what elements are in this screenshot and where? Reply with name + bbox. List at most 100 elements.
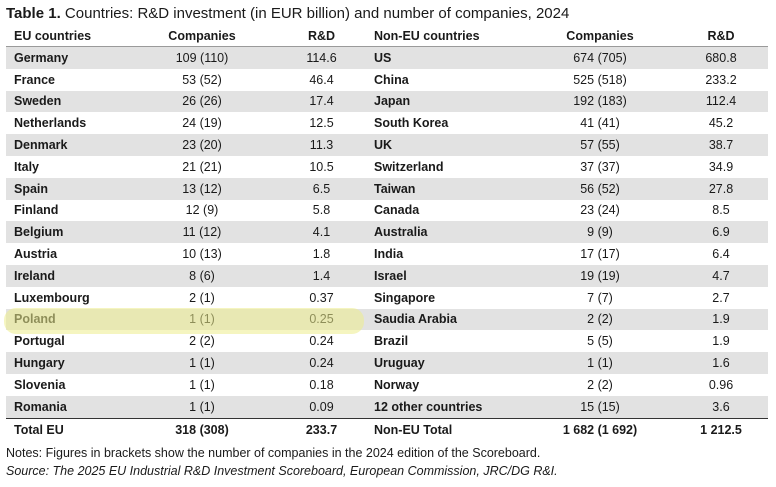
header-non-eu-countries: Non-EU countries <box>366 26 526 47</box>
eu-companies-cell: 8 (6) <box>127 264 277 287</box>
non-eu-companies-cell: 674 (705) <box>526 46 674 69</box>
eu-country-cell: Spain <box>6 177 127 200</box>
eu-country-cell: Poland <box>6 308 127 331</box>
non-eu-companies-cell: 2 (2) <box>526 308 674 331</box>
non-eu-rd-cell: 0.96 <box>708 377 734 392</box>
eu-rd-cell: 0.37 <box>309 290 334 305</box>
eu-rd-cell: 12.5 <box>309 116 334 131</box>
non-eu-rd-cell: 1.6 <box>674 352 768 374</box>
header-eu-companies: Companies <box>127 26 277 47</box>
notes-text: Notes: Figures in brackets show the numb… <box>6 446 541 460</box>
eu-rd-cell: 0.24 <box>309 334 334 349</box>
header-non-eu-rd: R&D <box>674 26 768 47</box>
notes-block: Notes: Figures in brackets show the numb… <box>6 444 558 480</box>
eu-country-cell: Portugal <box>14 334 65 349</box>
eu-country-cell: Austria <box>14 247 58 262</box>
non-eu-companies-cell: 37 (37) <box>580 159 620 174</box>
table-row: Finland 12 (9) 5.8 Canada 23 (24) 8.5 <box>6 200 768 222</box>
eu-rd-cell: 0.25 <box>277 308 366 331</box>
non-eu-rd-cell: 38.7 <box>674 134 768 156</box>
non-eu-companies-cell: 56 (52) <box>526 177 674 200</box>
table-row: Belgium 11 (12) 4.1 Australia 9 (9) 6.9 <box>6 221 768 244</box>
table-row: Romania 1 (1) 0.09 12 other countries 15 (15… <box>6 395 768 419</box>
total-eu-label: Total EU <box>6 417 127 441</box>
eu-companies-cell: 1 (1) <box>127 352 277 374</box>
eu-rd-cell: 0.24 <box>277 352 366 374</box>
eu-companies-cell: 53 (52) <box>182 72 222 87</box>
eu-companies-cell: 23 (20) <box>127 134 277 156</box>
non-eu-companies-cell: 5 (5) <box>587 334 613 349</box>
non-eu-country-cell: Norway <box>374 377 420 392</box>
eu-country-cell: Italy <box>14 159 40 174</box>
non-eu-country-cell: Japan <box>366 90 526 113</box>
non-eu-rd-cell: 6.4 <box>712 247 730 262</box>
non-eu-country-cell: Israel <box>366 264 526 287</box>
non-eu-rd-cell: 34.9 <box>708 159 734 174</box>
table-body: Germany 109 (110) 114.6 US 674 (705) 680.8 Fra… <box>6 46 768 419</box>
non-eu-country-cell: Uruguay <box>366 352 526 374</box>
eu-rd-cell: 17.4 <box>277 90 366 113</box>
header-non-eu-companies: Companies <box>526 26 674 47</box>
non-eu-country-cell: US <box>366 46 526 69</box>
table-caption: Countries: R&D investment (in EUR billio… <box>64 5 570 22</box>
eu-country-cell: Denmark <box>6 134 127 156</box>
non-eu-companies-cell: 1 (1) <box>526 352 674 374</box>
non-eu-rd-cell: 233.2 <box>705 72 737 87</box>
non-eu-rd-cell: 8.5 <box>712 203 730 218</box>
total-eu-companies: 318 (308) <box>127 417 277 441</box>
table-row: Germany 109 (110) 114.6 US 674 (705) 680.8 <box>6 46 768 69</box>
header-eu-countries: EU countries <box>6 26 127 47</box>
non-eu-companies-cell: 23 (24) <box>580 203 620 218</box>
eu-companies-cell: 21 (21) <box>182 159 222 174</box>
non-eu-country-cell: Saudia Arabia <box>366 308 526 331</box>
non-eu-rd-cell: 1.9 <box>674 308 768 331</box>
table-row: Sweden 26 (26) 17.4 Japan 192 (183) 112.4 <box>6 90 768 113</box>
non-eu-rd-cell: 27.8 <box>674 177 768 200</box>
total-eu-rd: 233.7 <box>277 417 366 441</box>
totals-row: Total EU 318 (308) 233.7 Non-EU Total 1 … <box>6 417 768 441</box>
non-eu-country-cell: Singapore <box>374 290 436 305</box>
non-eu-country-cell: Canada <box>374 203 420 218</box>
table-row: Italy 21 (21) 10.5 Switzerland 37 (37) 34.9 <box>6 156 768 178</box>
eu-companies-cell: 10 (13) <box>182 247 222 262</box>
eu-country-cell: Slovenia <box>14 377 66 392</box>
non-eu-companies-cell: 7 (7) <box>587 290 613 305</box>
eu-companies-cell: 2 (2) <box>189 334 215 349</box>
non-eu-companies-cell: 2 (2) <box>587 377 613 392</box>
eu-companies-cell: 1 (1) <box>127 308 277 331</box>
eu-rd-cell: 0.09 <box>277 395 366 419</box>
non-eu-country-cell: Australia <box>366 221 526 244</box>
eu-country-cell: Ireland <box>6 264 127 287</box>
non-eu-rd-cell: 3.6 <box>674 395 768 419</box>
non-eu-country-cell: Brazil <box>374 334 409 349</box>
non-eu-country-cell: South Korea <box>374 116 449 131</box>
eu-companies-cell: 1 (1) <box>189 377 215 392</box>
header-eu-rd: R&D <box>277 26 366 47</box>
non-eu-rd-cell: 6.9 <box>674 221 768 244</box>
eu-rd-cell: 46.4 <box>309 72 334 87</box>
table-title: Table 1. Countries: R&D investment (in E… <box>6 2 569 26</box>
table-row: Spain 13 (12) 6.5 Taiwan 56 (52) 27.8 <box>6 177 768 200</box>
eu-country-cell: Germany <box>6 46 127 69</box>
eu-companies-cell: 26 (26) <box>127 90 277 113</box>
eu-companies-cell: 109 (110) <box>127 46 277 69</box>
eu-country-cell: Belgium <box>6 221 127 244</box>
eu-companies-cell: 13 (12) <box>127 177 277 200</box>
eu-rd-cell: 1.8 <box>312 247 331 262</box>
non-eu-rd-cell: 112.4 <box>674 90 768 113</box>
total-non-eu-label: Non-EU Total <box>366 417 526 441</box>
eu-country-cell: Hungary <box>6 352 127 374</box>
eu-rd-cell: 114.6 <box>277 46 366 69</box>
non-eu-companies-cell: 19 (19) <box>526 264 674 287</box>
non-eu-companies-cell: 525 (518) <box>573 72 627 87</box>
non-eu-country-cell: UK <box>366 134 526 156</box>
eu-companies-cell: 11 (12) <box>127 221 277 244</box>
table-row: Poland 1 (1) 0.25 Saudia Arabia 2 (2) 1.9 <box>6 308 768 331</box>
table-number: Table 1. <box>6 5 61 22</box>
eu-country-cell: Romania <box>6 395 127 419</box>
eu-rd-cell: 0.18 <box>309 377 334 392</box>
non-eu-companies-cell: 192 (183) <box>526 90 674 113</box>
non-eu-country-cell: Taiwan <box>366 177 526 200</box>
table-row: Portugal 2 (2) 0.24 Brazil 5 (5) 1.9 <box>6 330 768 352</box>
